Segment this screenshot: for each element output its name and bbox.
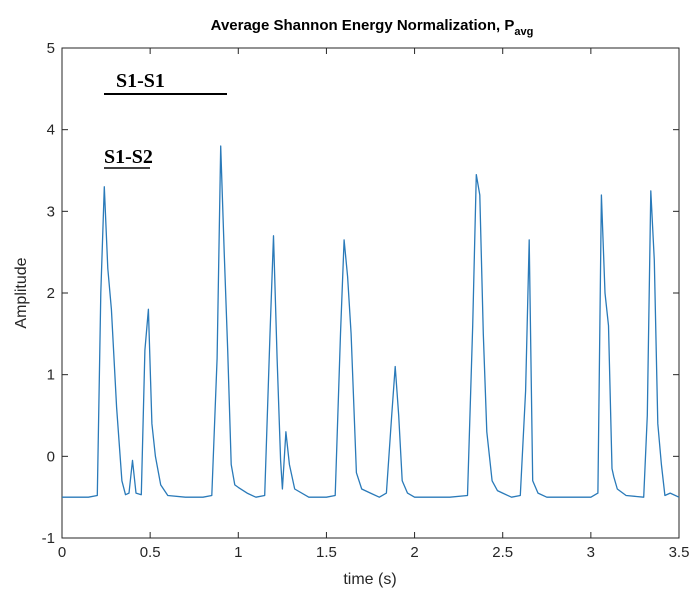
y-tick-label: 1 <box>47 367 55 384</box>
y-tick-label: -1 <box>42 530 55 547</box>
y-tick-label: 0 <box>47 448 55 465</box>
axes-box <box>62 48 679 538</box>
y-tick-label: 5 <box>47 40 55 57</box>
y-tick-label: 4 <box>47 122 55 139</box>
x-tick-label: 1.5 <box>316 544 337 561</box>
x-tick-label: 1 <box>234 544 242 561</box>
x-tick-label: 2 <box>410 544 418 561</box>
y-tick-label: 2 <box>47 285 55 302</box>
x-tick-label: 0 <box>58 544 66 561</box>
annotation-s1-s2: S1-S2 <box>104 146 153 168</box>
x-tick-label: 0.5 <box>140 544 161 561</box>
chart-title: Average Shannon Energy Normalization, Pa… <box>211 17 534 38</box>
y-tick-label: 3 <box>47 203 55 220</box>
x-tick-label: 2.5 <box>492 544 513 561</box>
y-axis-label: Amplitude <box>13 257 30 328</box>
series-line <box>62 146 679 497</box>
x-tick-label: 3.5 <box>669 544 690 561</box>
x-tick-label: 3 <box>587 544 595 561</box>
annotation-s1-s1: S1-S1 <box>116 70 165 92</box>
x-axis-label: time (s) <box>343 571 396 588</box>
